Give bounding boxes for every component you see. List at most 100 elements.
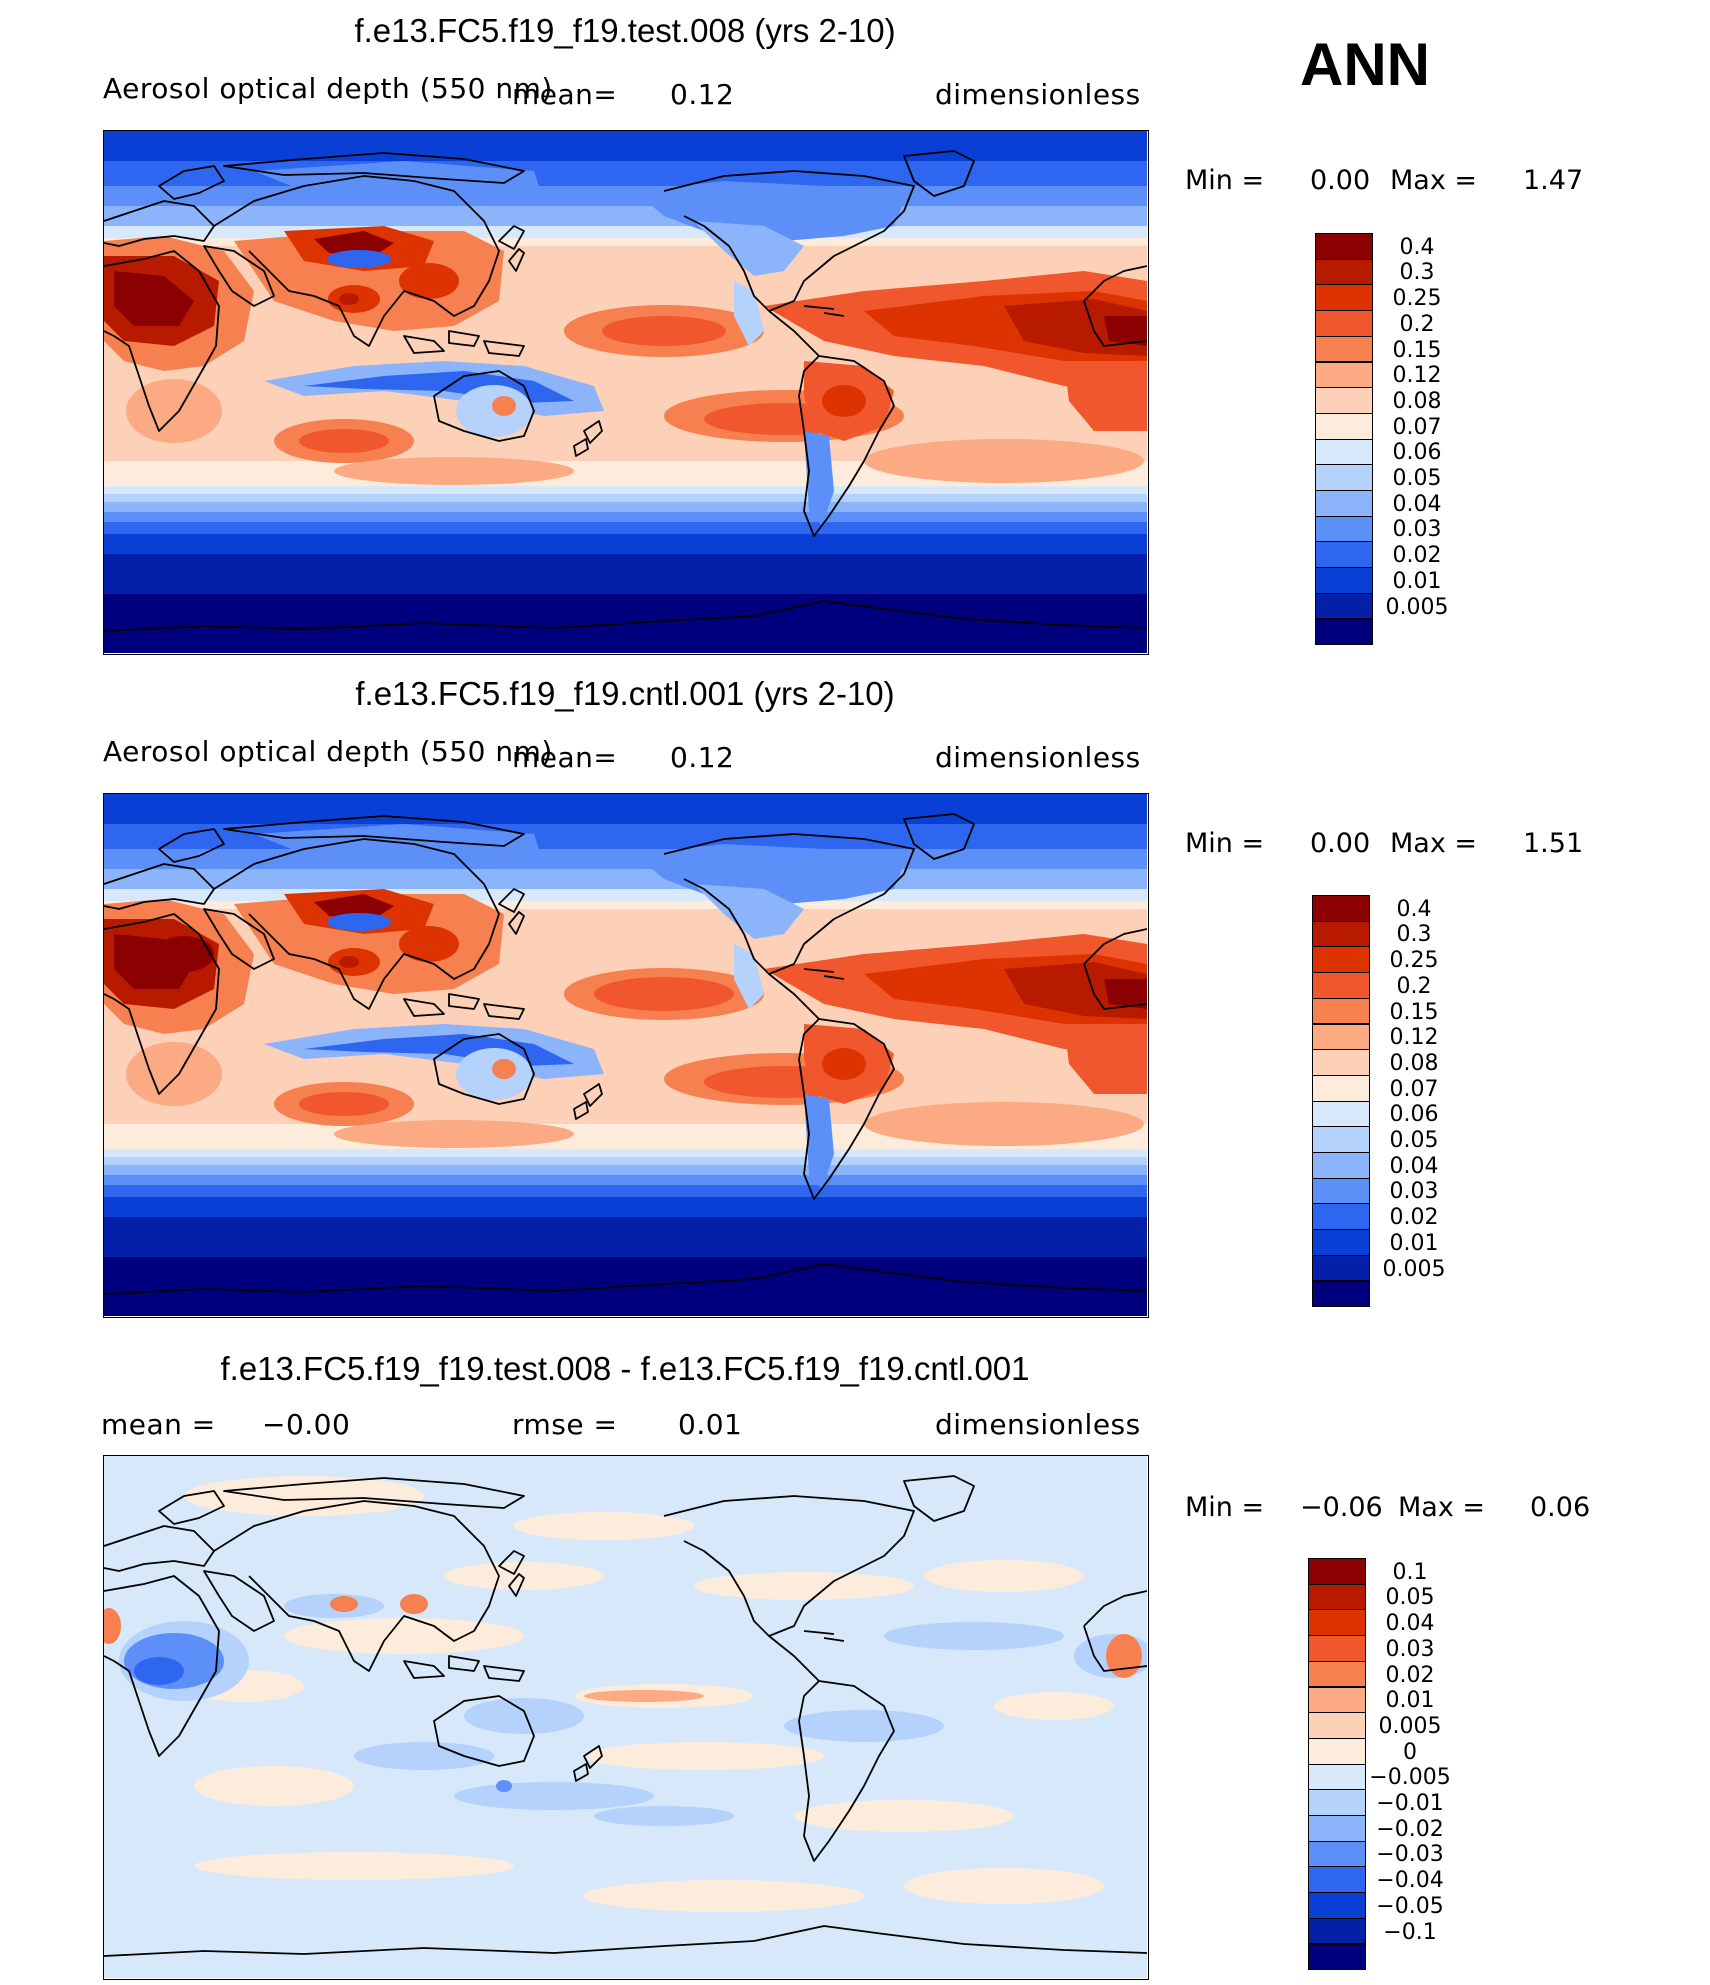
colorbar-swatch <box>1308 1840 1366 1868</box>
colorbar-swatch <box>1308 1917 1366 1945</box>
aod-south-indian-ocean-core <box>299 429 389 453</box>
diff-positive-peak <box>1106 1634 1142 1678</box>
aod-band <box>104 238 1147 246</box>
coastline <box>158 165 225 200</box>
aod-north-pacific-core <box>594 977 734 1011</box>
coastline <box>768 310 820 357</box>
diff-positive-patch <box>584 1742 824 1770</box>
coastline <box>448 330 480 347</box>
diff-sahara-core <box>134 1657 184 1685</box>
aod-band <box>104 206 1147 226</box>
colorbar-swatch <box>1308 1558 1366 1585</box>
coastline <box>508 248 525 272</box>
colorbar-tick-label: 0.04 <box>1385 1611 1435 1637</box>
colorbar-tick-label: −0.01 <box>1376 1791 1444 1816</box>
colorbar-swatch <box>1308 1866 1366 1894</box>
colorbar-swatch <box>1315 310 1373 337</box>
colorbar-tick-label: 0.15 <box>1392 337 1442 363</box>
aod-southern-africa <box>126 1042 222 1106</box>
coastline <box>104 1925 1147 1957</box>
colorbar-tick-label: 0.25 <box>1392 286 1442 312</box>
colorbar-tick-label: −0.03 <box>1376 1842 1444 1868</box>
colorbar-swatch <box>1315 567 1373 594</box>
coastline <box>1083 963 1147 1010</box>
aod-region <box>734 281 764 346</box>
coastline <box>213 175 500 347</box>
aod-north-pacific-core <box>602 316 726 346</box>
colorbar-swatch <box>1315 541 1373 569</box>
aod-band <box>104 889 1147 901</box>
diff-positive-patch <box>444 1562 604 1590</box>
panel1-max-label: Max = <box>1390 165 1478 196</box>
coastline <box>798 1018 895 1200</box>
panel1-mean-label: mean= <box>512 78 618 111</box>
colorbar-swatch <box>1308 1943 1366 1971</box>
coastline <box>798 355 895 537</box>
coastline <box>483 340 525 357</box>
colorbar-tick-label: 0.3 <box>1399 260 1435 286</box>
colorbar-swatch <box>1308 1789 1366 1816</box>
aod-band <box>104 1185 1147 1197</box>
colorbar-tick-label: 0.07 <box>1389 1076 1439 1102</box>
colorbar-swatch <box>1312 1203 1370 1231</box>
aod-band <box>104 486 1147 494</box>
colorbar-tick-label: 0.02 <box>1392 543 1442 569</box>
panel1-mean-value: 0.12 <box>670 78 735 111</box>
aod-australia-dust <box>492 396 516 416</box>
colorbar-swatch <box>1308 1583 1366 1611</box>
aod-band <box>104 186 1147 206</box>
coastline <box>203 1570 275 1632</box>
coastline <box>1083 265 1147 302</box>
aod-siberia-low <box>254 824 544 864</box>
panel1-variable: Aerosol optical depth (550 nm) <box>103 72 553 105</box>
coastline <box>403 335 445 354</box>
diff-positive-patch <box>794 1800 1014 1832</box>
aod-band-arctic <box>104 794 1147 824</box>
colorbar-tick-label: −0.005 <box>1369 1765 1451 1791</box>
coastline <box>1083 1625 1147 1672</box>
colorbar-swatch <box>1308 1635 1366 1662</box>
diff-negative-patch <box>784 1710 944 1742</box>
aod-taklamakan <box>314 894 394 919</box>
panel3-max-label: Max = <box>1398 1492 1486 1523</box>
coastline <box>448 1655 480 1672</box>
aod-atlantic-dust-peak <box>1004 299 1147 356</box>
panel3-max-value: 0.06 <box>1530 1492 1591 1523</box>
coastline <box>223 152 525 184</box>
panel2-map <box>103 793 1149 1318</box>
aod-amazon-core <box>822 385 866 417</box>
colorbar-tick-label: −0.1 <box>1383 1919 1437 1945</box>
aod-andes-low <box>804 431 834 526</box>
colorbar-swatch <box>1312 972 1370 999</box>
aod-west-africa <box>1064 361 1147 431</box>
aod-band <box>104 534 1147 554</box>
coastlines <box>104 813 1147 1295</box>
diff-negative-peak <box>496 1780 512 1792</box>
panel3-min-label: Min = <box>1185 1492 1265 1523</box>
colorbar-tick-label: 0 <box>1403 1739 1417 1765</box>
aod-south-indian-ocean-core <box>299 1092 389 1116</box>
season-label: ANN <box>1300 31 1430 98</box>
colorbar-swatch <box>1315 592 1373 620</box>
colorbar-swatch <box>1312 997 1370 1025</box>
diff-positive-peak <box>400 1594 428 1614</box>
colorbar-tick-label: 0.07 <box>1392 414 1442 440</box>
colorbar-swatch <box>1312 1152 1370 1179</box>
coastline <box>104 600 1147 632</box>
colorbar-swatch <box>1308 1737 1366 1765</box>
panel1-min-label: Min = <box>1185 165 1265 196</box>
aod-band <box>104 1157 1147 1165</box>
diff-negative-patch <box>464 1698 584 1734</box>
aod-band <box>104 849 1147 869</box>
coastline <box>903 813 975 860</box>
diff-positive-patch <box>694 1572 914 1600</box>
aod-band <box>104 554 1147 594</box>
colorbar-swatch <box>1312 946 1370 974</box>
colorbar-tick-label: 0.02 <box>1385 1662 1435 1688</box>
colorbar-tick-label: 0.12 <box>1389 1025 1439 1051</box>
colorbar-tick-label: 0.15 <box>1389 999 1439 1025</box>
colorbar-swatch <box>1315 233 1373 260</box>
aod-band <box>104 869 1147 889</box>
coastline <box>798 1680 895 1862</box>
aod-east-china <box>399 926 459 962</box>
